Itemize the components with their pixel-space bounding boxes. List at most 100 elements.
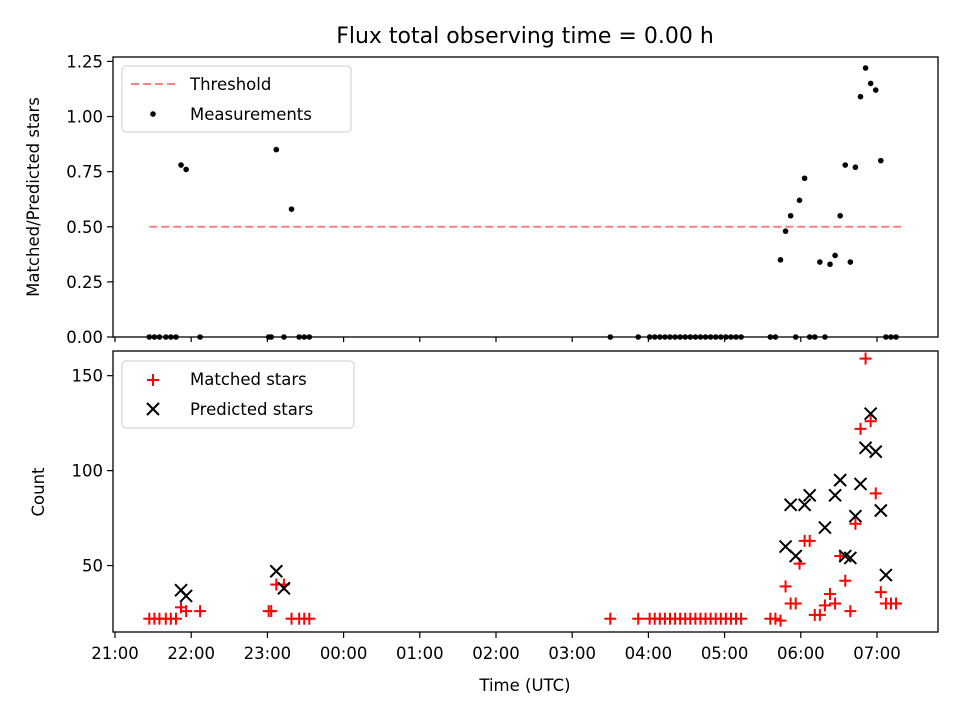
- measurement-point: [787, 212, 794, 219]
- chart-title: Flux total observing time = 0.00 h: [336, 24, 714, 49]
- x-tick-label: 04:00: [625, 644, 673, 663]
- measurement-point: [878, 157, 884, 164]
- predicted-legend-label: Predicted stars: [190, 400, 313, 419]
- bottom-panel: 50 100 150 21:00 22:00 23:00 00:00 01:00 02:00 0…: [29, 350, 939, 695]
- top-legend: Threshold Measurements: [121, 65, 352, 133]
- measurement-point: [777, 257, 784, 263]
- x-tick-label: 22:00: [167, 644, 215, 663]
- measurement-point: [862, 65, 869, 71]
- matched-point: [859, 352, 872, 365]
- matched-point: [789, 597, 802, 610]
- measurement-point: [801, 175, 808, 182]
- x-tick-label: 06:00: [777, 644, 825, 663]
- predicted-point: [789, 549, 803, 563]
- bottom-legend-box: [121, 360, 355, 429]
- threshold-legend-label: Threshold: [189, 75, 271, 94]
- measurement-point: [857, 93, 864, 100]
- bottom-axes-frame: [112, 350, 939, 633]
- measurements-legend-label: Measurements: [190, 105, 312, 124]
- matched-point: [813, 608, 826, 621]
- matched-point: [844, 605, 857, 618]
- measurement-point: [872, 87, 879, 93]
- matched-point: [829, 597, 842, 610]
- top-y-tick-label: 0.75: [66, 163, 103, 182]
- matched-point: [890, 597, 903, 610]
- matched-point: [839, 574, 852, 587]
- top-y-tick-label: 0.50: [66, 218, 103, 237]
- matched-point: [824, 588, 837, 601]
- top-legend-box: [121, 65, 352, 133]
- measurement-point: [842, 162, 849, 168]
- matched-point: [194, 605, 207, 618]
- bottom-y-tick-label: 150: [72, 367, 104, 386]
- matched-point: [735, 612, 748, 625]
- top-axes-frame: [112, 56, 939, 338]
- top-x-ticks: [114, 337, 878, 342]
- predicted-point: [869, 444, 883, 459]
- predicted-point: [843, 551, 858, 565]
- matched-point: [869, 487, 882, 500]
- predicted-point: [848, 509, 863, 523]
- measurement-point: [832, 252, 838, 259]
- matched-point: [604, 612, 617, 625]
- bottom-y-axis-label: Count: [29, 467, 48, 517]
- matched-point: [779, 580, 792, 593]
- measurement-point: [867, 80, 874, 87]
- matched-point: [769, 612, 782, 625]
- predicted-point: [863, 406, 878, 421]
- predicted-point: [879, 568, 893, 582]
- measurement-point: [782, 228, 789, 234]
- x-tick-label: 23:00: [244, 644, 292, 663]
- matched-point: [265, 605, 278, 618]
- predicted-point: [853, 477, 868, 491]
- matched-point: [169, 612, 182, 625]
- top-y-tick-label: 0.00: [66, 328, 103, 347]
- measurement-point: [827, 261, 833, 268]
- predicted-point: [802, 488, 817, 503]
- predicted-legend-marker: [146, 402, 160, 416]
- x-axis-label: Time (UTC): [478, 676, 570, 695]
- measurement-point: [847, 259, 854, 265]
- measurement-point: [852, 164, 859, 171]
- measurement-point: [817, 259, 823, 265]
- matched-point: [303, 612, 316, 625]
- measurement-point: [837, 212, 843, 219]
- measurements-legend-marker: [150, 111, 156, 117]
- top-y-axis-label: Matched/Predicted stars: [24, 97, 43, 297]
- measurement-point: [178, 162, 184, 168]
- predicted-point: [818, 520, 832, 535]
- predicted-point: [858, 441, 873, 455]
- predicted-point: [179, 589, 193, 603]
- matched-point: [632, 612, 645, 625]
- bottom-x-ticks: 21:00 22:00 23:00 00:00 01:00 02:00 03:00 04:00…: [91, 632, 901, 663]
- matched-point: [803, 534, 816, 547]
- bottom-y-ticks: 50 100 150: [72, 367, 113, 576]
- matched-point: [818, 599, 831, 612]
- top-y-tick-label: 0.25: [66, 273, 103, 292]
- predicted-point: [269, 564, 283, 578]
- top-y-tick-label: 1.00: [66, 108, 103, 127]
- measurement-point: [183, 166, 189, 173]
- matched-point: [854, 422, 867, 435]
- predicted-point: [828, 488, 842, 503]
- x-tick-label: 00:00: [320, 644, 368, 663]
- top-y-ticks: 0.00 0.25 0.50 0.75 1.00 1.25: [66, 52, 113, 347]
- top-marks: [146, 65, 903, 340]
- x-tick-label: 02:00: [472, 644, 520, 663]
- matched-point: [864, 415, 877, 428]
- matched-point: [774, 614, 787, 627]
- predicted-point: [783, 498, 798, 512]
- x-tick-label: 01:00: [396, 644, 444, 663]
- matched-point: [849, 517, 862, 530]
- matched-legend-marker: [147, 374, 159, 386]
- measurement-point: [288, 206, 295, 212]
- matched-legend-label: Matched stars: [190, 370, 307, 389]
- measurement-point: [273, 146, 280, 153]
- matched-point: [874, 586, 887, 599]
- bottom-marks: [143, 352, 903, 627]
- x-tick-label: 07:00: [853, 644, 901, 663]
- x-tick-label: 03:00: [548, 644, 596, 663]
- top-y-tick-label: 1.25: [66, 52, 103, 71]
- matched-point: [180, 605, 193, 618]
